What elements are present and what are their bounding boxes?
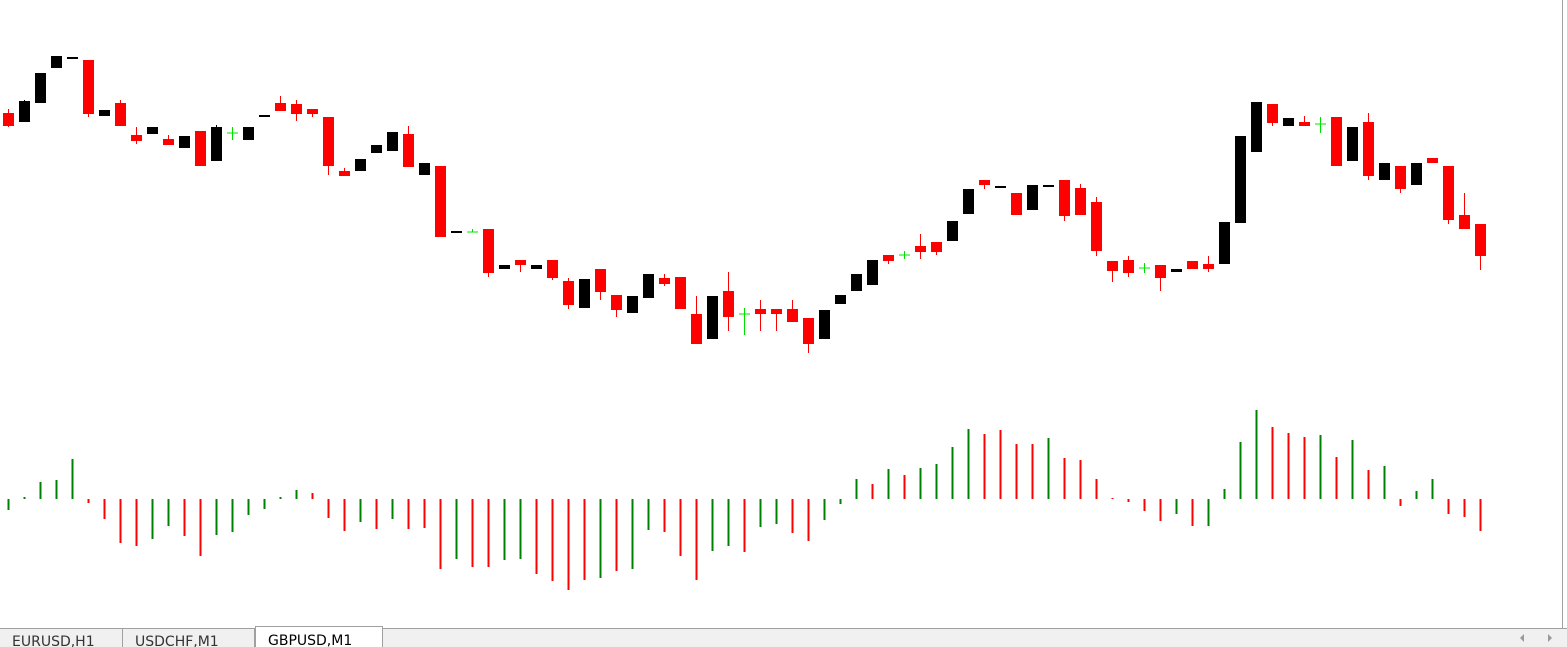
candle-body [435,166,446,237]
candle-body [307,109,318,114]
candle-body [627,296,638,313]
candle-body [403,134,414,167]
tab-bar: EURUSD,H1 USDCHF,M1 GBPUSD,M1 [0,626,1567,647]
candle-body [1427,158,1438,163]
tab[interactable]: EURUSD,H1 [0,629,123,647]
candle-body [1043,185,1054,187]
candle-body [483,229,494,273]
candle-body [35,73,46,103]
candle-body [259,115,270,117]
candle-body [1235,136,1246,223]
candle-body [547,260,558,278]
candle-body [83,60,94,114]
candle-body [931,242,942,252]
candle-body [1459,215,1470,229]
candle-body [163,139,174,145]
candle-body [1091,202,1102,251]
candle-body [835,295,846,304]
candle-body [531,265,542,269]
candle-body [211,127,222,161]
candle-body [275,103,286,111]
candle-body [563,281,574,305]
candle-body [659,278,670,284]
candle-body [1251,102,1262,152]
candle-body [323,117,334,166]
candle-body [1267,104,1278,123]
chart [3,0,1563,628]
candle-body [1155,265,1166,278]
candle-body [611,295,622,310]
candle-body [1219,222,1230,264]
candle-body [1075,188,1086,215]
candle-body [1475,224,1486,256]
candle-body [643,274,654,298]
scroll-arrows[interactable] [1505,629,1565,647]
candle-body [355,159,366,171]
candle-body [243,127,254,140]
candle-body [1011,193,1022,215]
candle-body [947,221,958,241]
candle-body [595,269,606,292]
candle-body [3,113,14,126]
candle-body [1363,122,1374,176]
candle-body [195,131,206,166]
candle-body [963,189,974,214]
candle-body [179,136,190,148]
candle-body [1283,118,1294,126]
candle-body [1171,269,1182,272]
candle-body [803,318,814,344]
candle-body [1411,163,1422,185]
candle-body [1187,261,1198,269]
candle-body [1203,264,1214,269]
candle-body [499,265,510,269]
candle-body [451,231,462,233]
candle-body [515,260,526,265]
candle-body [131,135,142,141]
tab[interactable]: USDCHF,M1 [123,629,255,647]
candle-body [339,171,350,176]
candle-body [147,127,158,134]
candle-body [995,186,1006,188]
candle-body [691,314,702,344]
candle-body [675,277,686,309]
candle-body [771,309,782,314]
candle-body [115,103,126,126]
candle-body [755,309,766,314]
candle-body [1331,117,1342,166]
candle-body [51,56,62,68]
candle-body [1059,180,1070,216]
candle-body [579,279,590,308]
candle-body [291,104,302,114]
candle-body [67,57,78,59]
candle-body [723,291,734,317]
candle-body [1443,166,1454,220]
candle-body [419,163,430,175]
candle-body [19,101,30,122]
candle-body [1027,185,1038,210]
candle-body [819,310,830,339]
candle-body [867,260,878,285]
candle-body [1347,127,1358,161]
scroll-left[interactable] [1520,634,1524,642]
candle-body [387,132,398,151]
candle-body [979,180,990,185]
candle-body [1299,122,1310,126]
candle-body [1379,163,1390,180]
candle-body [851,274,862,291]
candle-body [1107,261,1118,271]
tab-active[interactable]: GBPUSD,M1 [255,626,383,647]
candle-body [371,145,382,153]
candle-body [99,110,110,116]
scroll-right[interactable] [1548,634,1552,642]
candle-body [915,246,926,252]
candle-body [707,296,718,339]
candle-body [1123,260,1134,273]
candle-body [883,255,894,261]
candle-body [1395,166,1406,189]
candle-body [787,309,798,322]
